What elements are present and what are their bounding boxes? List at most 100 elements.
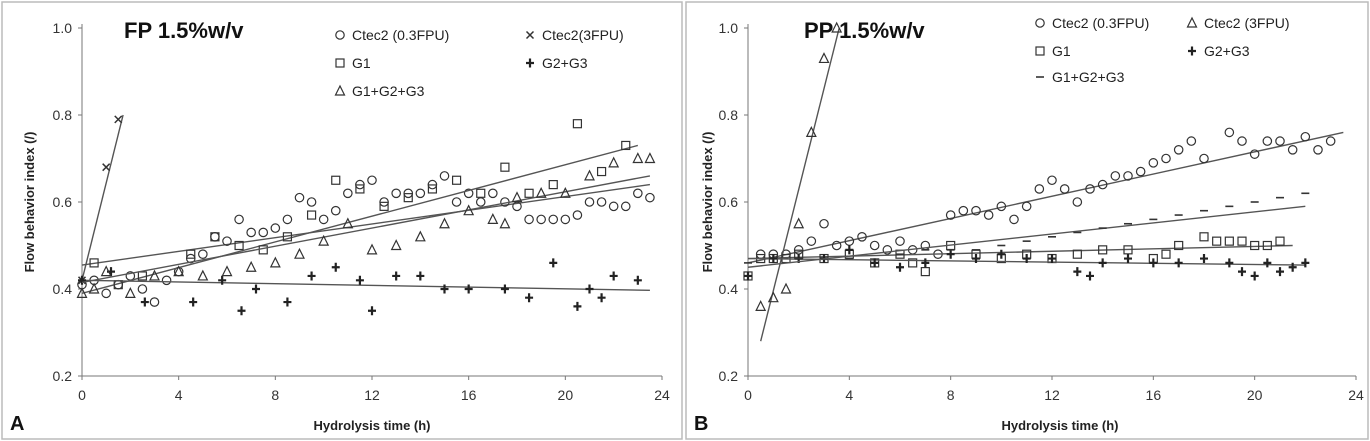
y-tick-label: 1.0 bbox=[53, 20, 73, 36]
data-point bbox=[476, 188, 486, 198]
data-point bbox=[819, 218, 829, 229]
data-point bbox=[620, 201, 631, 212]
data-point bbox=[1263, 258, 1272, 268]
data-point bbox=[282, 214, 293, 225]
legend-entry: G1 bbox=[335, 55, 371, 71]
data-point bbox=[1098, 258, 1107, 268]
legend-label: Ctec2 (0.3FPU) bbox=[1052, 15, 1149, 31]
data-point bbox=[245, 260, 257, 272]
data-point bbox=[440, 284, 449, 294]
data-point bbox=[511, 191, 523, 203]
data-point bbox=[584, 169, 595, 181]
legend-entry: Ctec2 (0.3FPU) bbox=[335, 27, 449, 43]
x-tick-label: 4 bbox=[845, 387, 853, 403]
data-point bbox=[1174, 258, 1183, 268]
data-point bbox=[269, 256, 281, 268]
data-point bbox=[1199, 232, 1209, 242]
data-point bbox=[573, 301, 582, 311]
data-point bbox=[1149, 258, 1158, 268]
legend-entry: G1+G2+G3 bbox=[334, 83, 425, 99]
data-point bbox=[258, 227, 269, 238]
series-circle bbox=[748, 127, 1344, 264]
legend-label: G1 bbox=[352, 55, 371, 71]
data-point bbox=[499, 217, 511, 229]
legend-label: G2+G3 bbox=[1204, 43, 1250, 59]
data-point bbox=[1135, 166, 1146, 177]
data-point bbox=[1009, 214, 1019, 225]
data-point bbox=[535, 186, 547, 198]
panel-b-frame bbox=[685, 1, 1369, 440]
data-point bbox=[767, 291, 779, 303]
data-point bbox=[621, 140, 631, 151]
legend-marker bbox=[1035, 18, 1045, 28]
data-point bbox=[1123, 171, 1133, 181]
data-point bbox=[596, 166, 607, 177]
data-point bbox=[549, 258, 558, 268]
data-point bbox=[1300, 131, 1311, 142]
data-point bbox=[831, 240, 842, 251]
data-point bbox=[330, 205, 341, 216]
data-point bbox=[971, 205, 981, 216]
panel-b-xlabel: Hydrolysis time (h) bbox=[1001, 418, 1118, 433]
data-point bbox=[391, 188, 401, 199]
trend-line bbox=[748, 205, 1306, 268]
legend-marker bbox=[525, 30, 535, 40]
data-point bbox=[102, 163, 111, 172]
data-point bbox=[882, 245, 893, 255]
data-point bbox=[1275, 136, 1285, 146]
legend-label: G1 bbox=[1052, 43, 1071, 59]
data-point bbox=[366, 243, 378, 255]
panel-b: B PP 1.5%w/v Hydrolysis time (h) Flow be… bbox=[694, 15, 1364, 435]
panel-b-label: B bbox=[694, 413, 708, 435]
data-point bbox=[1059, 184, 1070, 194]
x-tick-label: 0 bbox=[78, 387, 86, 403]
data-point bbox=[597, 293, 606, 303]
trend-line bbox=[748, 131, 1344, 264]
data-point bbox=[318, 234, 330, 246]
data-point bbox=[1174, 240, 1184, 251]
data-point bbox=[632, 152, 644, 164]
data-point bbox=[983, 210, 994, 220]
legend-marker bbox=[334, 84, 346, 96]
data-point bbox=[1173, 145, 1184, 155]
data-point bbox=[525, 293, 534, 303]
y-tick-label: 0.8 bbox=[53, 107, 73, 123]
data-point bbox=[572, 119, 583, 129]
data-point bbox=[88, 282, 100, 294]
data-point bbox=[1238, 267, 1246, 277]
data-point bbox=[844, 236, 855, 246]
data-point bbox=[1073, 267, 1082, 277]
data-point bbox=[1276, 267, 1284, 277]
data-point bbox=[895, 236, 905, 246]
data-point bbox=[1249, 149, 1260, 159]
legend-entry: G2+G3 bbox=[1188, 43, 1250, 59]
data-point bbox=[186, 249, 196, 259]
data-point bbox=[463, 204, 475, 216]
data-point bbox=[124, 287, 136, 298]
data-point bbox=[524, 214, 534, 225]
data-point bbox=[306, 210, 317, 220]
data-point bbox=[149, 269, 160, 281]
legend-entry: G1+G2+G3 bbox=[1036, 69, 1125, 85]
panel-a-ylabel: Flow behavior index (/) bbox=[22, 132, 37, 273]
data-point bbox=[769, 254, 778, 264]
data-point bbox=[755, 300, 767, 311]
data-point bbox=[1275, 236, 1285, 246]
trend-line bbox=[82, 175, 651, 284]
legend-marker bbox=[1035, 46, 1045, 56]
data-point bbox=[100, 265, 112, 277]
data-point bbox=[921, 258, 930, 268]
data-point bbox=[198, 249, 208, 259]
data-point bbox=[307, 271, 316, 281]
data-point bbox=[140, 297, 149, 307]
data-point bbox=[1161, 249, 1171, 259]
data-point bbox=[1098, 245, 1108, 255]
data-point bbox=[1225, 258, 1234, 268]
series-triangle bbox=[76, 152, 656, 298]
data-point bbox=[1123, 245, 1133, 255]
data-point bbox=[318, 214, 329, 225]
legend-label: G1+G2+G3 bbox=[352, 83, 425, 99]
data-point bbox=[464, 284, 473, 294]
legend-entry: G2+G3 bbox=[526, 55, 588, 71]
legend-label: Ctec2(3FPU) bbox=[542, 27, 624, 43]
